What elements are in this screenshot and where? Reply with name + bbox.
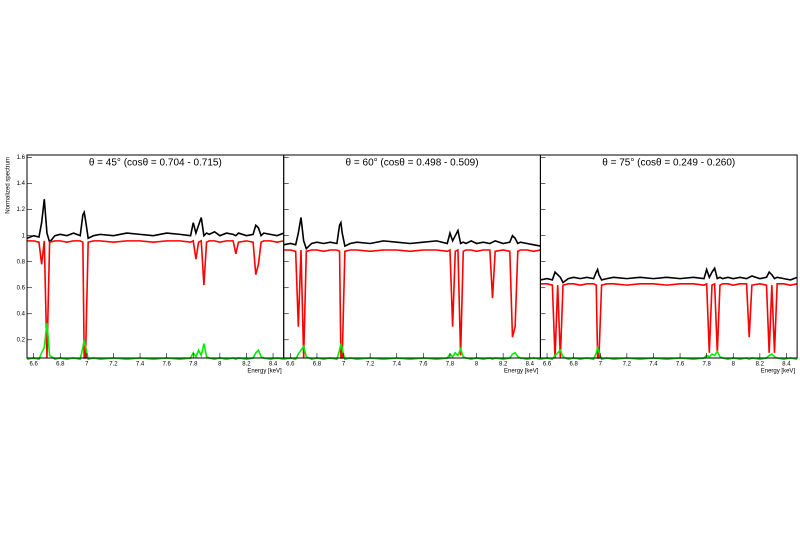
x-tick-label: 8.4: [526, 362, 535, 368]
x-tick-label: 7.4: [649, 362, 658, 368]
x-tick-label: 8.2: [756, 362, 765, 368]
x-tick-label: 7: [599, 362, 603, 368]
spectrum-line: [283, 217, 541, 251]
x-tick-label: 6.8: [569, 362, 578, 368]
x-tick-label: 8.4: [269, 362, 278, 368]
y-tick-label: 0.2: [17, 337, 26, 343]
x-tick-label: 7.2: [109, 362, 118, 368]
x-tick-label: 7.6: [162, 362, 171, 368]
y-tick-label: 0.6: [17, 285, 26, 291]
chart-title: θ = 45° (cosθ = 0.704 - 0.715): [89, 158, 222, 169]
plot-frame: [539, 154, 798, 359]
x-tick-label: 8.4: [782, 362, 791, 368]
x-tick-label: 7.2: [623, 362, 632, 368]
x-tick-label: 8: [218, 362, 222, 368]
y-tick-label: 1: [22, 233, 26, 239]
x-tick-label: 6.6: [286, 362, 295, 368]
spectrum-line: [540, 282, 798, 359]
y-tick-label: 0.8: [17, 259, 26, 265]
spectrum-line: [283, 248, 541, 359]
plot-frame: [26, 154, 285, 359]
x-axis-label: Energy [keV]: [761, 369, 796, 375]
x-tick-label: 6.8: [313, 362, 322, 368]
x-tick-label: 8: [475, 362, 479, 368]
spectrum-line: [540, 266, 798, 284]
spectrum-line: [283, 343, 541, 361]
x-tick-label: 7.6: [419, 362, 428, 368]
x-tick-label: 7.8: [189, 362, 198, 368]
x-tick-label: 8.2: [499, 362, 508, 368]
y-tick-label: 1.4: [17, 181, 26, 187]
spectrum-line: [26, 199, 284, 244]
x-tick-label: 7: [85, 362, 89, 368]
x-tick-label: 7.8: [702, 362, 711, 368]
x-tick-label: 7: [342, 362, 346, 368]
x-tick-label: 8.2: [242, 362, 251, 368]
x-tick-label: 7.2: [366, 362, 375, 368]
chart-title: θ = 60° (cosθ = 0.498 - 0.509): [346, 158, 479, 169]
spectrum-line: [27, 239, 284, 359]
y-tick-label: 1.6: [17, 155, 26, 161]
x-tick-label: 7.8: [446, 362, 455, 368]
y-axis-label: Normalized spectrum: [6, 157, 12, 214]
spectrum-line: [26, 322, 284, 361]
chart-title: θ = 75° (cosθ = 0.249 - 0.260): [602, 158, 735, 169]
plot-frame: [283, 154, 541, 359]
y-tick-label: 0.4: [17, 311, 26, 317]
x-tick-label: 7.6: [676, 362, 685, 368]
x-tick-label: 8: [732, 362, 736, 368]
x-axis-label: Energy [keV]: [504, 369, 539, 375]
x-axis-label: Energy [keV]: [247, 369, 282, 375]
x-tick-label: 7.4: [393, 362, 402, 368]
x-tick-label: 7.4: [136, 362, 145, 368]
x-tick-label: 6.8: [56, 362, 65, 368]
y-tick-label: 1.2: [17, 207, 26, 213]
x-tick-label: 6.6: [543, 362, 552, 368]
x-tick-label: 6.6: [29, 362, 38, 368]
